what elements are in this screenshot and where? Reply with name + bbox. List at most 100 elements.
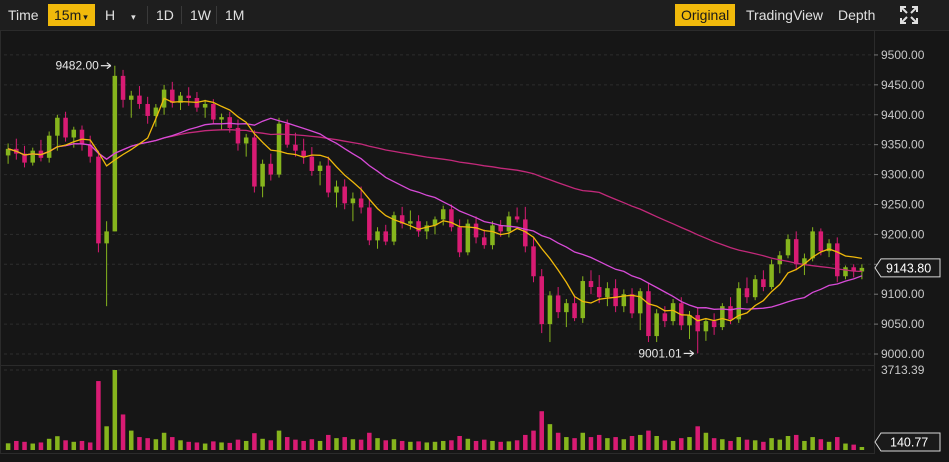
candle-body: [128, 95, 134, 100]
volume-bar: [793, 434, 799, 450]
candle-body: [326, 165, 331, 193]
candle-body: [30, 150, 35, 163]
candle-body: [793, 239, 799, 265]
volume-bar: [555, 432, 561, 450]
volume-bar: [547, 424, 553, 450]
fullscreen-icon: [900, 6, 918, 24]
volume-bar: [30, 443, 35, 450]
volume-bar: [531, 430, 536, 450]
interval-15m-label: 15m: [54, 7, 82, 23]
volume-bar: [826, 441, 832, 450]
candle-body: [309, 156, 315, 171]
volume-bar: [358, 439, 364, 450]
volume-bar: [350, 439, 356, 450]
candle-body: [473, 223, 479, 238]
volume-bar: [170, 437, 175, 450]
candle-body: [219, 117, 224, 120]
candle-body: [440, 209, 446, 220]
volume-bar: [514, 440, 520, 450]
volume-bar: [301, 440, 306, 450]
last-price-tag: [874, 258, 941, 278]
volume-max-label: 3713.39: [881, 363, 925, 377]
volume-bar: [63, 440, 68, 450]
view-original-button[interactable]: Original: [675, 4, 736, 26]
candle-body: [752, 279, 758, 298]
candle-body: [580, 281, 586, 319]
price-tick-label: 9500.00: [881, 48, 925, 62]
volume-bar: [235, 439, 241, 450]
candle-body: [170, 89, 175, 103]
volume-bar: [679, 438, 684, 450]
view-depth-button[interactable]: Depth: [838, 7, 876, 23]
volume-bar: [252, 433, 257, 450]
volume-bar: [843, 443, 848, 450]
candle-body: [79, 129, 85, 145]
candle-body: [342, 186, 347, 204]
candle-body: [596, 287, 602, 298]
price-tick-label: 9050.00: [881, 317, 925, 331]
volume-bar: [87, 442, 93, 450]
interval-1m-button[interactable]: 1M: [225, 7, 245, 23]
volume-bar: [580, 432, 586, 450]
candle-body: [145, 103, 150, 116]
volume-bar: [711, 438, 717, 450]
candle-body: [514, 216, 520, 220]
interval-1w-button[interactable]: 1W: [190, 7, 211, 23]
fullscreen-button[interactable]: [893, 4, 925, 26]
candle-body: [498, 225, 503, 232]
volume-bar: [859, 446, 865, 450]
volume-bar: [79, 440, 85, 450]
volume-bar: [605, 438, 610, 450]
price-chart[interactable]: 9000.009050.009100.009150.009200.009250.…: [0, 30, 949, 462]
candle-body: [851, 267, 856, 272]
candle-body: [367, 207, 372, 241]
price-panel-border: [0, 30, 875, 366]
candle-body: [22, 153, 27, 163]
hour-interval-button[interactable]: H ▾: [99, 4, 145, 26]
volume-bar: [596, 434, 602, 450]
volume-bar: [161, 432, 167, 450]
candle-body: [358, 198, 364, 208]
volume-bar: [523, 434, 528, 450]
candle-body: [539, 276, 544, 325]
last-price-label: 9143.80: [886, 261, 931, 275]
volume-bar: [120, 414, 126, 450]
volume-bar: [662, 440, 668, 450]
volume-bar: [785, 435, 791, 450]
volume-bar: [449, 440, 454, 450]
candle-body: [55, 117, 60, 136]
candle-body: [703, 321, 709, 332]
candle-body: [736, 288, 742, 320]
volume-bar: [744, 439, 750, 450]
candle-body: [785, 239, 791, 256]
candle-body: [695, 315, 700, 332]
interval-15m-button[interactable]: 15m ▾: [48, 4, 95, 26]
volume-bar: [654, 435, 659, 450]
divider: [181, 6, 182, 24]
volume-bar: [481, 439, 487, 450]
volume-bar: [506, 441, 512, 450]
candle-body: [629, 294, 635, 314]
volume-bar: [440, 440, 446, 450]
candle-body: [481, 237, 487, 246]
interval-1d-button[interactable]: 1D: [156, 7, 174, 23]
volume-bar: [342, 437, 347, 450]
high-arrow-head: [106, 62, 112, 70]
candle-body: [670, 303, 676, 322]
price-tick-label: 9300.00: [881, 168, 925, 182]
price-tick-label: 9250.00: [881, 197, 925, 211]
candle-body: [506, 216, 512, 232]
candle-body: [46, 135, 52, 158]
volume-bar: [720, 439, 725, 450]
volume-bar: [802, 440, 807, 450]
volume-bar: [703, 432, 709, 450]
candle-body: [202, 103, 208, 108]
candle-body: [654, 313, 659, 337]
volume-bar: [629, 435, 635, 450]
candle-body: [711, 321, 717, 328]
volume-bar: [153, 439, 159, 450]
candle-body: [227, 117, 233, 128]
volume-bar: [670, 440, 676, 450]
view-tradingview-button[interactable]: TradingView: [746, 7, 824, 23]
volume-bar: [243, 440, 249, 450]
